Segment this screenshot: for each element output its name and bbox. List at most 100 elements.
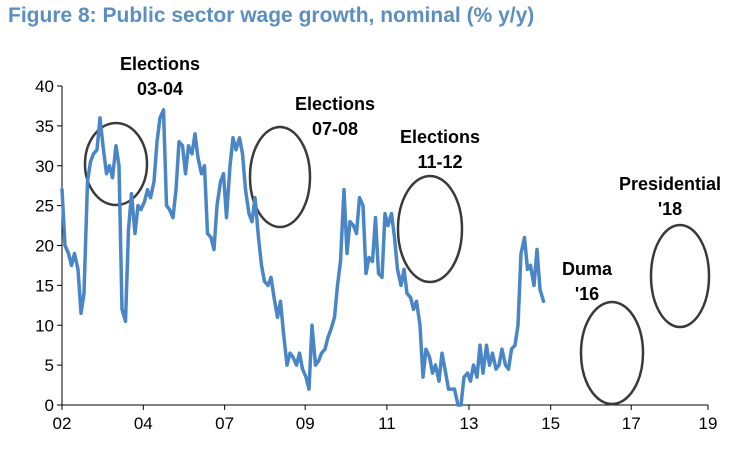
data-point: [129, 192, 134, 196]
annotation-label: 03-04: [137, 79, 183, 99]
data-point: [145, 188, 150, 192]
data-point: [69, 263, 74, 267]
data-point: [161, 108, 166, 112]
data-point: [313, 363, 318, 367]
data-point: [269, 275, 273, 279]
data-point: [110, 176, 115, 180]
data-point: [459, 403, 463, 407]
data-point: [101, 144, 105, 148]
data-point: [218, 180, 223, 184]
data-point: [405, 291, 409, 295]
data-point: [237, 136, 242, 140]
data-point: [335, 283, 340, 287]
data-point: [427, 355, 432, 359]
data-point: [506, 367, 511, 371]
data-point: [494, 367, 498, 371]
data-point: [281, 331, 286, 335]
data-point: [522, 235, 527, 240]
data-point: [215, 204, 219, 208]
y-tick-label: 40: [35, 77, 54, 96]
data-point: [509, 347, 514, 351]
data-point: [446, 387, 451, 391]
annotation-labels: Elections 03-04 Elections 07-08 Elections 11-…: [120, 54, 721, 304]
data-point: [142, 200, 147, 204]
data-point: [297, 351, 302, 355]
data-point: [183, 172, 188, 176]
data-point: [338, 259, 343, 263]
data-point: [370, 259, 375, 263]
data-point: [487, 363, 492, 367]
data-point: [174, 188, 178, 192]
data-point: [278, 299, 283, 303]
x-tick-label: 02: [53, 414, 72, 433]
data-point: [399, 283, 403, 287]
data-point: [104, 172, 109, 176]
data-point: [291, 355, 295, 359]
annotation-ellipse: [83, 121, 149, 207]
data-point: [310, 323, 314, 327]
data-point: [148, 196, 153, 200]
series-layer: [60, 108, 546, 407]
data-point: [107, 164, 112, 168]
data-point: [503, 363, 508, 367]
data-point: [85, 180, 90, 184]
data-point: [256, 235, 261, 240]
data-point: [167, 208, 172, 212]
data-point: [424, 347, 428, 351]
axes: 0 5 10 15 20 25 30 35 40 02 04 07 09 11 13 15 17 19: [35, 77, 717, 433]
data-point: [357, 196, 362, 200]
data-point: [342, 188, 346, 192]
series-line: [60, 108, 546, 407]
data-point: [202, 164, 207, 168]
data-point: [272, 295, 276, 299]
data-point: [408, 295, 413, 299]
data-point: [500, 347, 504, 351]
data-point: [367, 255, 371, 260]
data-point: [513, 343, 517, 347]
data-point: [266, 283, 270, 287]
annotation-label: Presidential: [619, 174, 721, 194]
x-tick-label: 11: [378, 414, 396, 433]
data-point: [376, 271, 381, 275]
data-point: [228, 164, 232, 168]
data-point: [411, 307, 416, 311]
x-tick-label: 17: [622, 414, 641, 433]
data-point: [440, 351, 444, 355]
data-point: [139, 208, 143, 212]
y-tick-label: 10: [35, 316, 54, 335]
data-point: [275, 315, 280, 319]
y-tick-label: 20: [35, 237, 54, 256]
x-tick-label: 07: [215, 414, 234, 433]
data-point: [294, 363, 299, 367]
data-point: [63, 243, 67, 248]
data-point: [462, 375, 466, 379]
data-point: [354, 231, 359, 236]
data-point: [449, 387, 454, 391]
data-point: [72, 251, 77, 256]
data-point: [171, 216, 175, 220]
data-point: [351, 224, 356, 228]
data-point: [326, 335, 330, 339]
data-point: [117, 164, 121, 168]
data-point: [490, 351, 495, 355]
data-point: [209, 235, 213, 240]
data-point: [323, 347, 327, 351]
data-point: [120, 307, 124, 311]
y-tick-label: 25: [35, 197, 54, 216]
annotation-ellipse: [579, 300, 645, 406]
data-point: [82, 291, 86, 295]
data-point: [114, 144, 118, 148]
annotation-label: 11-12: [417, 152, 462, 172]
data-point: [66, 251, 71, 256]
data-point: [421, 375, 425, 379]
data-point: [91, 152, 96, 156]
data-point: [186, 144, 191, 148]
data-point: [497, 363, 501, 367]
data-point: [240, 152, 245, 156]
data-point: [525, 267, 530, 271]
data-point: [452, 387, 457, 391]
data-point: [535, 247, 539, 252]
data-point: [212, 247, 216, 252]
